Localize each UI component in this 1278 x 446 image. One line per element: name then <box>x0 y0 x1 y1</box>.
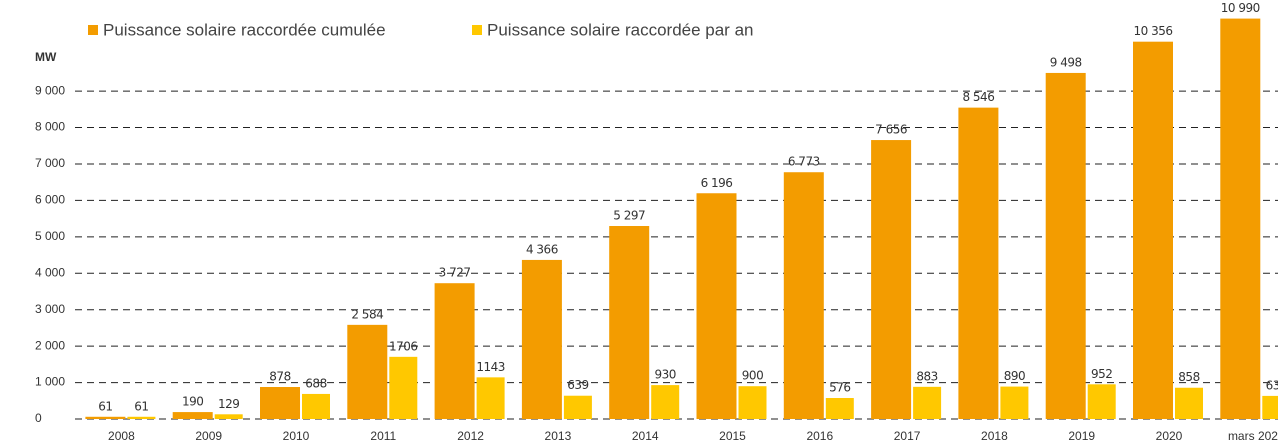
value-label: 10 356 <box>1134 24 1173 38</box>
value-label: 576 <box>829 381 850 395</box>
bar <box>85 416 126 419</box>
value-label: 688 <box>305 376 326 390</box>
bar <box>347 324 388 419</box>
bar <box>738 386 767 419</box>
value-label: 890 <box>1004 369 1025 383</box>
x-tick-label: 2009 <box>195 429 222 443</box>
x-tick-label: 2017 <box>894 429 921 443</box>
x-tick-label: 2019 <box>1068 429 1095 443</box>
bar <box>651 385 680 419</box>
bar <box>1045 72 1086 419</box>
x-tick-label: 2018 <box>981 429 1008 443</box>
bar <box>958 107 999 419</box>
value-label: 1143 <box>476 360 505 374</box>
bar <box>1000 386 1029 419</box>
bar <box>609 226 650 419</box>
bar <box>389 356 418 419</box>
x-tick-label: 2013 <box>545 429 572 443</box>
y-tick-label: 3 000 <box>35 302 65 316</box>
legend-swatch <box>88 25 98 35</box>
bar <box>1133 41 1173 419</box>
bar <box>260 387 300 419</box>
bar <box>1087 384 1116 419</box>
bar <box>913 386 942 419</box>
y-tick-label: 7 000 <box>35 156 65 170</box>
bar <box>563 395 592 419</box>
legend-label: Puissance solaire raccordée par an <box>487 20 753 39</box>
value-label: 129 <box>218 397 239 411</box>
y-tick-label: 5 000 <box>35 229 65 243</box>
bar <box>783 172 824 419</box>
x-tick-label: 2012 <box>457 429 484 443</box>
value-label: 900 <box>742 369 763 383</box>
bar <box>1220 18 1261 420</box>
bar <box>871 140 912 419</box>
value-label: 10 990 <box>1221 1 1260 15</box>
bar <box>696 193 737 419</box>
bar <box>214 414 243 419</box>
y-tick-label: 6 000 <box>35 193 65 207</box>
x-tick-label: 2016 <box>806 429 833 443</box>
y-tick-label: 1 000 <box>35 375 65 389</box>
y-tick-label: 8 000 <box>35 120 65 134</box>
value-label: 61 <box>134 399 148 413</box>
value-label: 634 <box>1266 378 1278 392</box>
bar <box>521 259 562 419</box>
bar <box>172 412 213 419</box>
value-label: 190 <box>182 395 203 409</box>
value-label: 9 498 <box>1050 55 1082 69</box>
value-label: 2 584 <box>351 307 383 321</box>
y-tick-label: 4 000 <box>35 265 65 279</box>
x-tick-label: 2015 <box>719 429 746 443</box>
x-tick-label: 2014 <box>632 429 659 443</box>
value-label: 5 297 <box>613 209 645 223</box>
bar <box>302 393 330 419</box>
x-tick-label: 2020 <box>1156 429 1183 443</box>
value-label: 639 <box>567 378 588 392</box>
x-tick-label: 2010 <box>283 429 310 443</box>
value-label: 930 <box>654 368 675 382</box>
value-label: 878 <box>269 370 290 384</box>
y-tick-label: 2 000 <box>35 338 65 352</box>
value-label: 6 773 <box>788 155 820 169</box>
bar <box>434 283 475 419</box>
value-label: 1706 <box>389 339 418 353</box>
legend-label: Puissance solaire raccordée cumulée <box>103 20 386 39</box>
value-label: 7 656 <box>875 123 907 137</box>
value-label: 4 366 <box>526 242 558 256</box>
value-label: 858 <box>1178 370 1199 384</box>
x-tick-label: 2008 <box>108 429 135 443</box>
x-tick-label: 2011 <box>370 429 396 443</box>
bar <box>825 398 854 419</box>
legend-swatch <box>472 25 482 35</box>
y-tick-label: 9 000 <box>35 83 65 97</box>
value-label: 8 546 <box>962 90 994 104</box>
value-label: 883 <box>916 369 937 383</box>
bar <box>476 377 505 419</box>
y-axis-label: MW <box>35 50 57 64</box>
value-label: 3 727 <box>439 266 471 280</box>
value-label: 61 <box>98 399 112 413</box>
value-label: 6 196 <box>701 176 733 190</box>
bar <box>1262 395 1278 419</box>
bar <box>127 416 156 419</box>
bar <box>1175 387 1203 419</box>
y-tick-label: 0 <box>35 411 42 425</box>
value-label: 952 <box>1091 367 1112 381</box>
